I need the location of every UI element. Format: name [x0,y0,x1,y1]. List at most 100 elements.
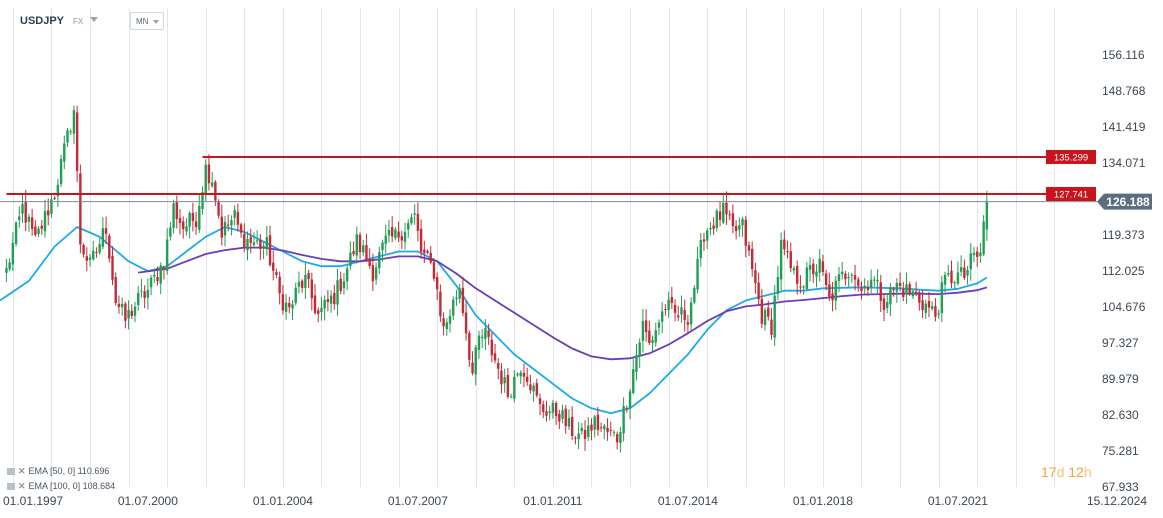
candle-body [551,402,555,413]
candle-body [403,232,407,242]
candle-body [718,211,722,220]
chevron-down-icon[interactable] [90,17,98,22]
candle-body [400,236,404,241]
candles [5,105,989,453]
x-tick-label: 15.12.2024 [1087,494,1147,508]
candle-body [905,284,908,295]
candle-body [985,201,989,230]
candle-body [464,312,468,334]
indicator-ema50[interactable]: ✕ EMA [50, 0] 110.696 [7,466,109,477]
candle-body [397,231,400,238]
close-icon[interactable]: ✕ [18,466,26,476]
candle-body [5,267,8,273]
candle-body [570,416,574,436]
candle-body [159,265,162,284]
candle-body [140,290,143,292]
candle-body [156,276,159,282]
candle-body [914,291,918,294]
candle-body [214,181,217,201]
candle-body [24,201,27,223]
candle-body [847,277,850,279]
candle-body [252,242,256,245]
candle-body [413,213,416,215]
candle-body [869,279,873,288]
ema100-line [138,246,988,361]
drag-handle-icon[interactable] [7,483,15,490]
candle-body [882,298,886,310]
candle-body [648,330,651,344]
candle-body [651,339,654,343]
candle-body [448,315,452,324]
candle-body [66,130,69,143]
candle-body [632,369,635,394]
close-icon[interactable]: ✕ [18,481,26,491]
chart-toolbar: USDJPY FX MN [0,0,1163,36]
x-tick-label: 01.01.1997 [3,494,63,508]
candle-body [850,274,854,276]
candle-body [435,276,439,290]
candle-body [204,164,207,195]
candle-body [927,301,931,308]
candle-body [593,416,596,430]
candle-body [72,110,76,134]
drag-handle-icon[interactable] [7,468,15,475]
candle-body [239,224,243,233]
candle-body [783,239,786,250]
candle-body [63,143,66,162]
candle-body [789,251,792,269]
candle-body [124,303,127,321]
candle-body [320,307,323,313]
candle-body [297,281,301,287]
candle-body [92,250,95,260]
candle-body [590,424,593,431]
candle-body [95,252,98,254]
candle-body [410,217,413,224]
candle-body [931,306,934,309]
candle-body [317,310,320,314]
candle-body [313,295,317,314]
candle-body [818,258,821,273]
symbol-label[interactable]: USDJPY [20,15,65,27]
candle-body [85,256,88,261]
candle-body [11,242,15,265]
candle-body [178,218,182,223]
indicator-label: EMA [100, 0] 108.684 [28,481,116,491]
candle-body [532,385,535,392]
candle-body [56,184,60,197]
candle-body [519,372,522,377]
candle-body [146,289,150,298]
indicator-label: EMA [50, 0] 110.696 [28,466,110,476]
candle-body [976,251,979,257]
candle-body [918,292,921,303]
candle-body [133,306,137,316]
candle-body [249,237,252,243]
current-price: 126.188 [0,193,1152,210]
indicator-ema100[interactable]: ✕ EMA [100, 0] 108.684 [7,481,115,492]
x-tick-label: 01.07.2000 [118,494,178,508]
timeframe-select[interactable]: MN [130,12,164,30]
countdown-days-unit: d [1056,464,1065,480]
candle-body [860,287,863,292]
candle-body [419,228,423,252]
candle-body [844,273,847,280]
candle-body [461,287,465,314]
y-tick-label: 148.768 [1102,84,1146,98]
candle-body [265,237,269,248]
candle-body [831,293,834,301]
candle-body [82,245,85,255]
candle-body [824,273,828,286]
candle-body [47,210,50,216]
timeframe-label: MN [136,17,149,26]
candle-countdown: 17d 12h [1041,464,1092,480]
candle-body [182,221,185,230]
candle-body [622,406,625,434]
x-tick-label: 01.01.2018 [793,494,853,508]
candle-body [625,407,629,409]
candle-body [220,216,224,238]
market-label: FX [73,17,84,26]
candle-body [596,414,600,430]
candle-body [947,273,950,275]
candle-body [210,182,214,187]
resistance-badge [1046,187,1096,202]
